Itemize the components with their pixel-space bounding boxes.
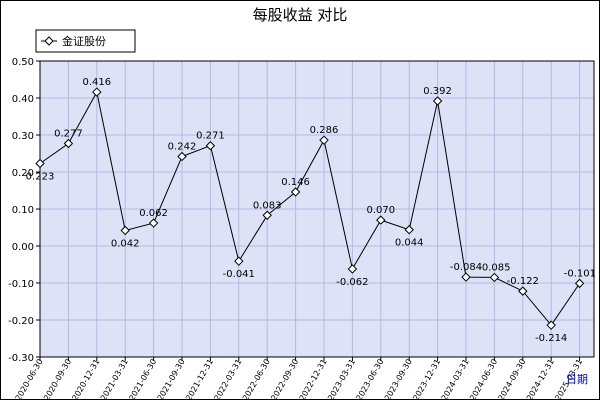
data-point-marker xyxy=(432,96,443,106)
x-tick-label: 2020-12-31 xyxy=(70,358,101,400)
x-axis-label: 日期 xyxy=(566,373,588,386)
data-label: 0.062 xyxy=(139,208,168,219)
y-tick-label: -0.30 xyxy=(8,353,34,364)
data-label: -0.041 xyxy=(223,269,255,280)
x-tick-label: 2023-12-31 xyxy=(411,358,442,400)
data-point-marker xyxy=(404,225,414,235)
data-label: 0.223 xyxy=(26,171,55,182)
data-point-marker xyxy=(347,264,358,274)
legend-label: 金证股份 xyxy=(62,34,106,48)
x-tick-label: 2022-03-31 xyxy=(212,358,243,400)
y-tick-label: -0.20 xyxy=(8,316,34,327)
data-label: 0.083 xyxy=(253,200,282,211)
y-tick-label: 0.50 xyxy=(12,57,34,68)
x-tick-label: 2022-12-31 xyxy=(298,358,329,400)
y-tick-label: 0.00 xyxy=(12,242,34,253)
x-tick-label: 2023-03-31 xyxy=(326,358,357,400)
x-tick-label: 2021-12-31 xyxy=(184,358,215,400)
data-point-marker xyxy=(262,210,272,220)
data-point-marker xyxy=(546,320,556,330)
data-label: 0.277 xyxy=(54,129,83,140)
data-label: 0.271 xyxy=(196,131,225,142)
x-tick-label: 2024-12-31 xyxy=(525,358,556,400)
data-point-marker xyxy=(489,272,500,283)
data-label: 0.392 xyxy=(423,86,452,97)
legend-diamond-icon xyxy=(44,36,54,46)
data-label: 0.242 xyxy=(168,141,197,152)
x-tick-label: 2024-09-30 xyxy=(496,358,527,400)
data-label: 0.416 xyxy=(82,77,111,88)
data-point-marker xyxy=(205,141,216,151)
data-point-marker xyxy=(63,138,74,149)
data-label: -0.085 xyxy=(478,262,510,273)
data-label: -0.214 xyxy=(535,333,567,344)
data-label: -0.122 xyxy=(507,276,539,287)
data-label: 0.146 xyxy=(281,177,310,188)
x-tick-label: 2021-03-31 xyxy=(99,358,130,400)
y-tick-label: -0.10 xyxy=(8,279,34,290)
data-point-marker xyxy=(290,187,301,197)
legend: 金证股份 xyxy=(35,29,136,53)
data-point-marker xyxy=(177,151,187,162)
data-point-marker xyxy=(461,272,471,282)
series-line xyxy=(39,90,581,327)
x-tick-label: 2023-09-30 xyxy=(383,358,414,400)
data-label: -0.084 xyxy=(450,262,482,273)
x-tick-label: 2020-09-30 xyxy=(42,358,73,400)
data-point-marker xyxy=(376,215,386,225)
data-label: 0.070 xyxy=(366,205,395,216)
data-point-marker xyxy=(319,135,329,145)
data-point-marker xyxy=(35,158,45,169)
data-label: -0.101 xyxy=(564,268,596,279)
legend-box xyxy=(35,29,136,53)
data-label: 0.286 xyxy=(310,125,339,136)
x-tick-label: 2023-06-30 xyxy=(354,358,385,400)
y-tick-label: 0.40 xyxy=(12,94,34,105)
x-tick-label: 2021-09-30 xyxy=(156,358,187,400)
x-tick-label: 2024-06-30 xyxy=(468,358,499,400)
x-tick-label: 2022-09-30 xyxy=(269,358,300,400)
data-point-marker xyxy=(234,256,244,266)
data-point-marker xyxy=(148,218,159,228)
data-point-marker xyxy=(518,286,528,296)
data-point-marker xyxy=(120,225,130,236)
data-point-marker xyxy=(574,278,585,289)
data-label: -0.062 xyxy=(336,277,368,288)
y-tick-label: 0.30 xyxy=(12,131,34,142)
chart-title: 每股收益 对比 xyxy=(253,6,348,24)
data-point-marker xyxy=(92,87,102,97)
data-label: 0.042 xyxy=(111,238,140,249)
y-tick-label: 0.20 xyxy=(12,168,34,179)
x-tick-label: 2024-03-31 xyxy=(440,358,471,400)
grid xyxy=(39,60,594,358)
x-tick-label: 2022-06-30 xyxy=(241,358,272,400)
data-label: 0.044 xyxy=(395,238,424,249)
y-tick-label: 0.10 xyxy=(12,205,34,216)
x-tick-label: 2021-06-30 xyxy=(127,358,158,400)
plot-border xyxy=(39,60,595,358)
